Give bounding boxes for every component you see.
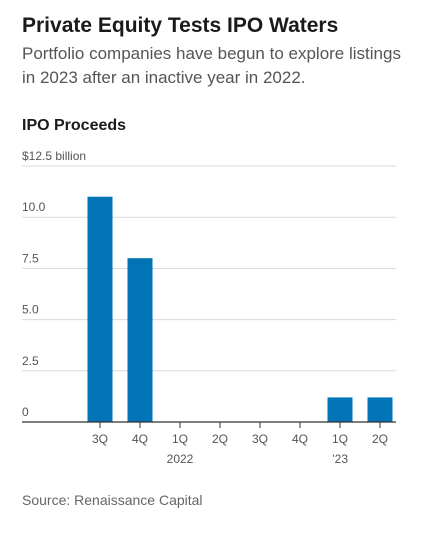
x-tick-sublabel: 2022 bbox=[167, 452, 194, 466]
bar bbox=[327, 397, 353, 422]
subheadline: Portfolio companies have begun to explor… bbox=[22, 44, 401, 87]
x-tick-label: 2Q bbox=[372, 432, 388, 446]
x-tick-label: 3Q bbox=[252, 432, 268, 446]
y-tick-label: 7.5 bbox=[22, 251, 39, 265]
x-tick-label: 1Q bbox=[172, 432, 188, 446]
source-note: Source: Renaissance Capital bbox=[22, 492, 203, 508]
bar bbox=[127, 258, 153, 422]
y-tick-label: 2.5 bbox=[22, 354, 39, 368]
y-tick-label: 0 bbox=[22, 405, 29, 419]
chart-title: IPO Proceeds bbox=[22, 117, 127, 134]
y-tick-label: $12.5 billion bbox=[22, 149, 86, 163]
headline: Private Equity Tests IPO Waters bbox=[22, 14, 339, 37]
bar bbox=[87, 196, 113, 422]
x-tick-label: 1Q bbox=[332, 432, 348, 446]
y-tick-label: 5.0 bbox=[22, 303, 39, 317]
bar bbox=[367, 397, 393, 422]
x-tick-sublabel: ’23 bbox=[332, 452, 348, 466]
x-tick-label: 2Q bbox=[212, 432, 228, 446]
x-tick-label: 3Q bbox=[92, 432, 108, 446]
x-tick-label: 4Q bbox=[132, 432, 148, 446]
x-tick-label: 4Q bbox=[292, 432, 308, 446]
y-tick-label: 10.0 bbox=[22, 200, 46, 214]
